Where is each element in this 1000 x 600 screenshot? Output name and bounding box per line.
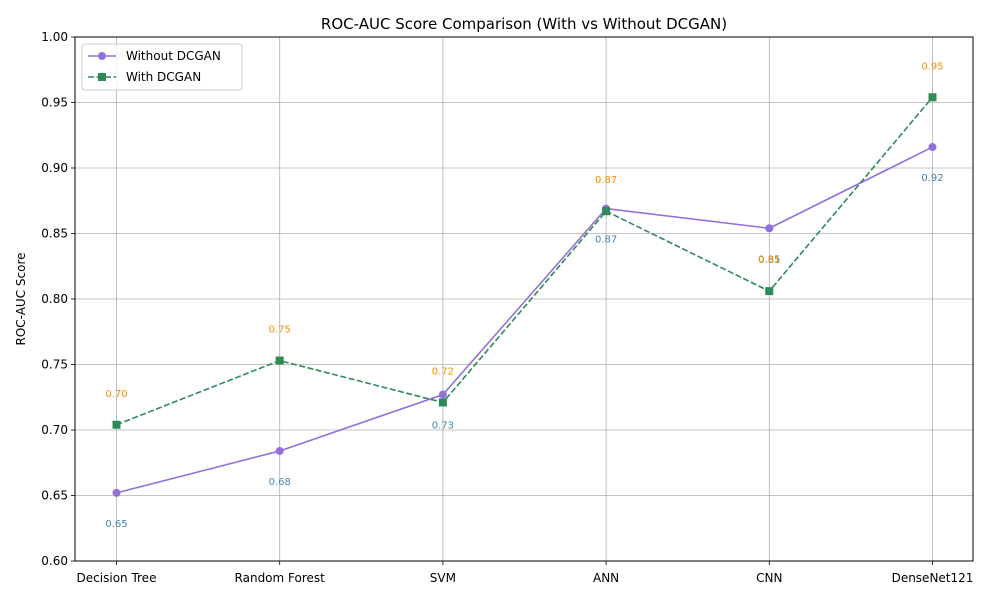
x-tick-label: CNN [756, 571, 782, 585]
legend-marker-sample [98, 73, 106, 81]
series-line [116, 96, 934, 426]
series-marker-point [112, 420, 121, 429]
legend: Without DCGAN With DCGAN [81, 43, 243, 91]
series-marker-point [275, 356, 284, 365]
x-tick-label: ANN [593, 571, 619, 585]
legend-label: Without DCGAN [126, 49, 221, 63]
series-marker-point [438, 390, 447, 399]
legend-marker-sample [98, 52, 106, 60]
chart-title: ROC-AUC Score Comparison (With vs Withou… [321, 15, 727, 33]
series-marker-point [112, 488, 121, 497]
x-tick-label: Random Forest [235, 571, 326, 585]
data-label: 0.68 [269, 477, 291, 488]
series-marker-point [602, 207, 611, 216]
y-tick-label: 0.95 [41, 96, 68, 110]
series-marker-point [928, 93, 937, 102]
series-marker-point [765, 224, 774, 233]
series-layer [112, 93, 937, 497]
y-axis: 0.60 0.65 0.70 0.75 0.80 0.85 0.90 0.95 1.00 [41, 30, 75, 568]
x-axis: Decision Tree Random Forest SVM ANN CNN Dense… [77, 561, 974, 585]
data-label: 0.75 [269, 325, 291, 336]
data-label: 0.87 [595, 235, 617, 246]
data-label: 0.70 [105, 389, 127, 400]
y-tick-label: 0.75 [41, 358, 68, 372]
series-marker-point [765, 287, 774, 296]
data-label: 0.95 [921, 61, 943, 72]
series-marker-point [928, 143, 937, 152]
series-marker-point [438, 398, 447, 407]
y-tick-label: 0.70 [41, 423, 68, 437]
y-tick-label: 0.85 [41, 227, 68, 241]
data-label: 0.65 [105, 519, 127, 530]
data-label: 0.87 [595, 175, 617, 186]
data-labels-layer: 0.65 0.68 0.73 0.87 0.85 0.92 0.70 0.75 0.72 0.87… [105, 61, 943, 530]
x-tick-label: DenseNet121 [892, 571, 974, 585]
x-tick-label: Decision Tree [77, 571, 157, 585]
data-label: 0.92 [921, 173, 943, 184]
y-tick-label: 0.90 [41, 161, 68, 175]
data-label: 0.72 [432, 366, 454, 377]
legend-frame [81, 43, 243, 91]
series-marker-point [275, 446, 284, 455]
y-tick-label: 0.80 [41, 292, 68, 306]
data-label: 0.73 [432, 421, 454, 432]
legend-label: With DCGAN [126, 70, 201, 84]
y-tick-label: 1.00 [41, 30, 68, 44]
y-tick-label: 0.65 [41, 489, 68, 503]
x-tick-label: SVM [430, 571, 456, 585]
y-tick-label: 0.60 [41, 554, 68, 568]
y-axis-title: ROC-AUC Score [14, 252, 28, 345]
data-label: 0.85 [758, 254, 780, 265]
series-line [116, 146, 933, 494]
data-label: 0.81 [758, 255, 780, 266]
